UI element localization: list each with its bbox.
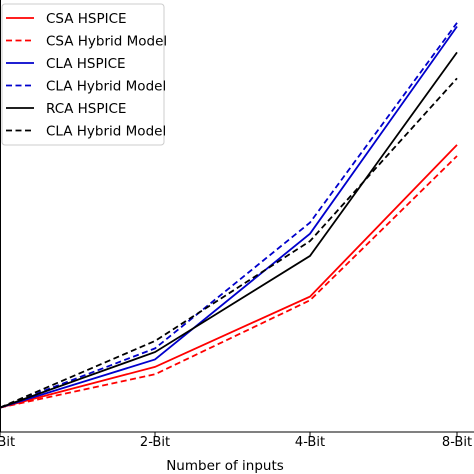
legend-label-4: RCA HSPICE	[46, 101, 126, 117]
series-line-5	[0, 77, 458, 409]
series-lines	[0, 22, 458, 409]
legend-label-5: CLA Hybrid Model	[46, 124, 166, 140]
legend: CSA HSPICE CSA Hybrid Model CLA HSPICE CLA …	[1, 3, 167, 146]
x-axis-label: Number of inputs	[166, 458, 284, 474]
series-line-1	[0, 155, 458, 409]
legend-frame	[1, 3, 165, 146]
x-tick-label: 2-Bit	[140, 435, 170, 450]
series-line-3	[0, 22, 458, 409]
x-tick-label: 4-Bit	[295, 435, 325, 450]
legend-label-3: CLA Hybrid Model	[46, 79, 166, 95]
series-line-2	[0, 25, 458, 409]
axes	[0, 0, 474, 433]
legend-label-1: CSA Hybrid Model	[46, 34, 167, 50]
x-tick-label: 1-Bit	[0, 435, 15, 450]
legend-label-0: CSA HSPICE	[46, 11, 127, 27]
x-tick-label: 8-Bit	[442, 435, 472, 450]
legend-label-2: CLA HSPICE	[46, 56, 126, 72]
series-line-4	[0, 51, 458, 409]
series-line-0	[0, 144, 458, 409]
x-ticks: 1-Bit 2-Bit 4-Bit 8-Bit	[0, 432, 472, 450]
